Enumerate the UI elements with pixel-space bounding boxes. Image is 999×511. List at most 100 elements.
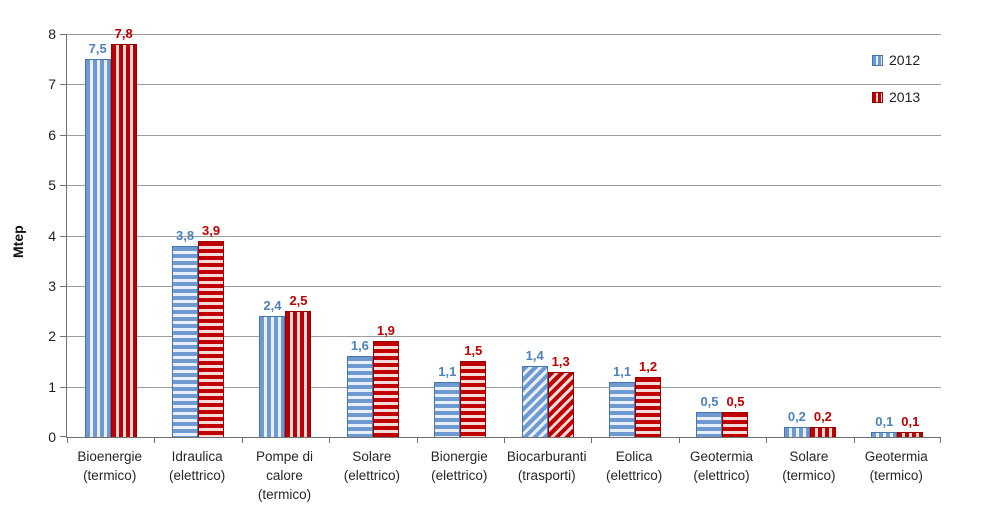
y-tick-label: 6 [48,126,56,143]
bar-value-label: 1,9 [376,323,395,339]
x-tick [940,437,941,443]
bar-2012: 1,1 [609,364,636,437]
gridline [67,34,941,35]
legend-item-2013: 2013 [872,89,920,105]
bar-2013: 0,5 [722,394,749,437]
y-tick-label: 0 [48,429,56,445]
bar-value-label: 1,6 [350,338,369,354]
bar-2012: 1,1 [434,364,461,437]
x-tick [416,437,418,443]
category-label-line: (elettrico) [168,468,226,483]
bar-group: 2,4 2,5 [242,293,329,437]
category-label: Bioenergie (termico) [66,447,153,485]
y-tick-label: 7 [48,76,56,93]
bar-group: 1,1 1,2 [591,359,678,437]
bar-2012: 2,4 [259,298,286,437]
category-label-line: (termico) [83,468,137,483]
x-tick [766,437,768,443]
category-label-line: Solare [352,449,392,464]
bar-value-label: 3,8 [176,227,195,243]
bar-value-label: 1,3 [551,353,570,369]
x-tick [67,437,68,443]
y-tick [60,84,67,86]
bar-value-label: 0,1 [901,413,920,429]
bar-group: 1,1 1,5 [417,343,504,437]
category-label-line: (elettrico) [343,468,401,483]
bar-value-label: 1,2 [639,358,658,374]
y-tick-label: 8 [48,26,56,42]
x-tick [678,437,680,443]
x-tick [241,437,243,443]
bar-value-label: 0,5 [726,393,745,409]
bar-group: 0,1 0,1 [854,414,941,437]
gridline [67,134,941,136]
category-label-line: Idraulica [171,449,223,464]
legend-2013-swatch-icon [872,91,883,103]
gridline [67,386,941,388]
y-tick [60,134,67,136]
bar-2013: 1,9 [372,323,399,437]
bar-value-label: 3,9 [202,222,221,238]
category-label-line: calore [266,468,303,483]
x-tick [591,437,593,443]
bar-value-label: 1,1 [613,363,632,379]
bar-group: 1,4 1,3 [504,348,591,437]
gridline [67,336,941,338]
bar-value-label: 1,5 [464,343,483,359]
legend-2012-swatch-icon [872,54,883,66]
bar-2012: 0,1 [871,414,898,437]
y-axis-title: Mtep [10,225,26,258]
category-label-line: (termico) [782,468,836,483]
category-label-line: Biocarburanti [506,449,587,464]
bar-2012: 3,8 [172,228,199,437]
category-label-line: Geotermia [689,449,753,464]
bar-2013: 1,3 [547,354,574,437]
x-tick [329,437,331,443]
category-label: Biocarburanti (trasporti) [503,447,590,485]
plot-area: 7,5 7,8 3,8 3,9 2,4 2,5 1,6 1,9 1,1 1,5 1,4 1,3 1,1 1… [60,26,941,443]
category-label-line: (termico) [257,487,312,502]
bar-group: 1,6 1,9 [329,323,416,437]
bar-group: 7,5 7,8 [67,26,154,437]
y-tick-label: 1 [48,378,56,395]
bar-2012: 0,5 [696,394,723,437]
y-tick [60,336,67,338]
bar-value-label: 0,5 [700,393,719,409]
bar-2012: 1,4 [521,348,548,437]
category-label: Bionergie (elettrico) [416,447,503,485]
category-label: Idraulica (elettrico) [153,447,240,485]
bar-value-label: 7,8 [114,26,133,42]
category-label-line: (trasporti) [517,468,576,483]
y-tick-label: 4 [48,227,56,244]
bar-2013: 1,5 [460,343,487,437]
bar-value-label: 0,2 [787,408,806,424]
category-label-line: Geotermia [864,449,928,464]
x-tick [504,437,505,443]
y-tick [60,185,67,187]
category-label: Pompe di calore (termico) [241,447,328,504]
bar-2012: 7,5 [84,41,111,437]
gridline [67,84,941,86]
category-label-line: Pompe di [255,449,314,464]
bar-2013: 2,5 [285,293,312,437]
bar-value-label: 0,2 [813,408,832,424]
legend-2012-label: 2012 [889,52,921,68]
bar-2013: 0,2 [809,409,836,437]
category-label: Geotermia (elettrico) [678,447,765,485]
category-label-line: (elettrico) [693,468,750,483]
x-tick [154,437,156,443]
y-tick-label: 2 [48,328,56,345]
bar-2013: 0,1 [897,414,924,437]
bar-value-label: 1,1 [438,363,457,379]
bar-2013: 7,8 [110,26,137,437]
category-label-line: Bioenergie [77,449,142,464]
category-label-line: (elettrico) [431,468,488,483]
category-label: Solare (elettrico) [328,447,415,485]
bar-group: 0,2 0,2 [766,409,853,437]
bar-value-label: 1,4 [525,348,544,364]
bar-2012: 0,2 [783,409,810,437]
bar-group: 3,8 3,9 [154,223,241,437]
category-label-line: (elettrico) [605,468,663,483]
legend: 2012 2013 [872,52,920,126]
